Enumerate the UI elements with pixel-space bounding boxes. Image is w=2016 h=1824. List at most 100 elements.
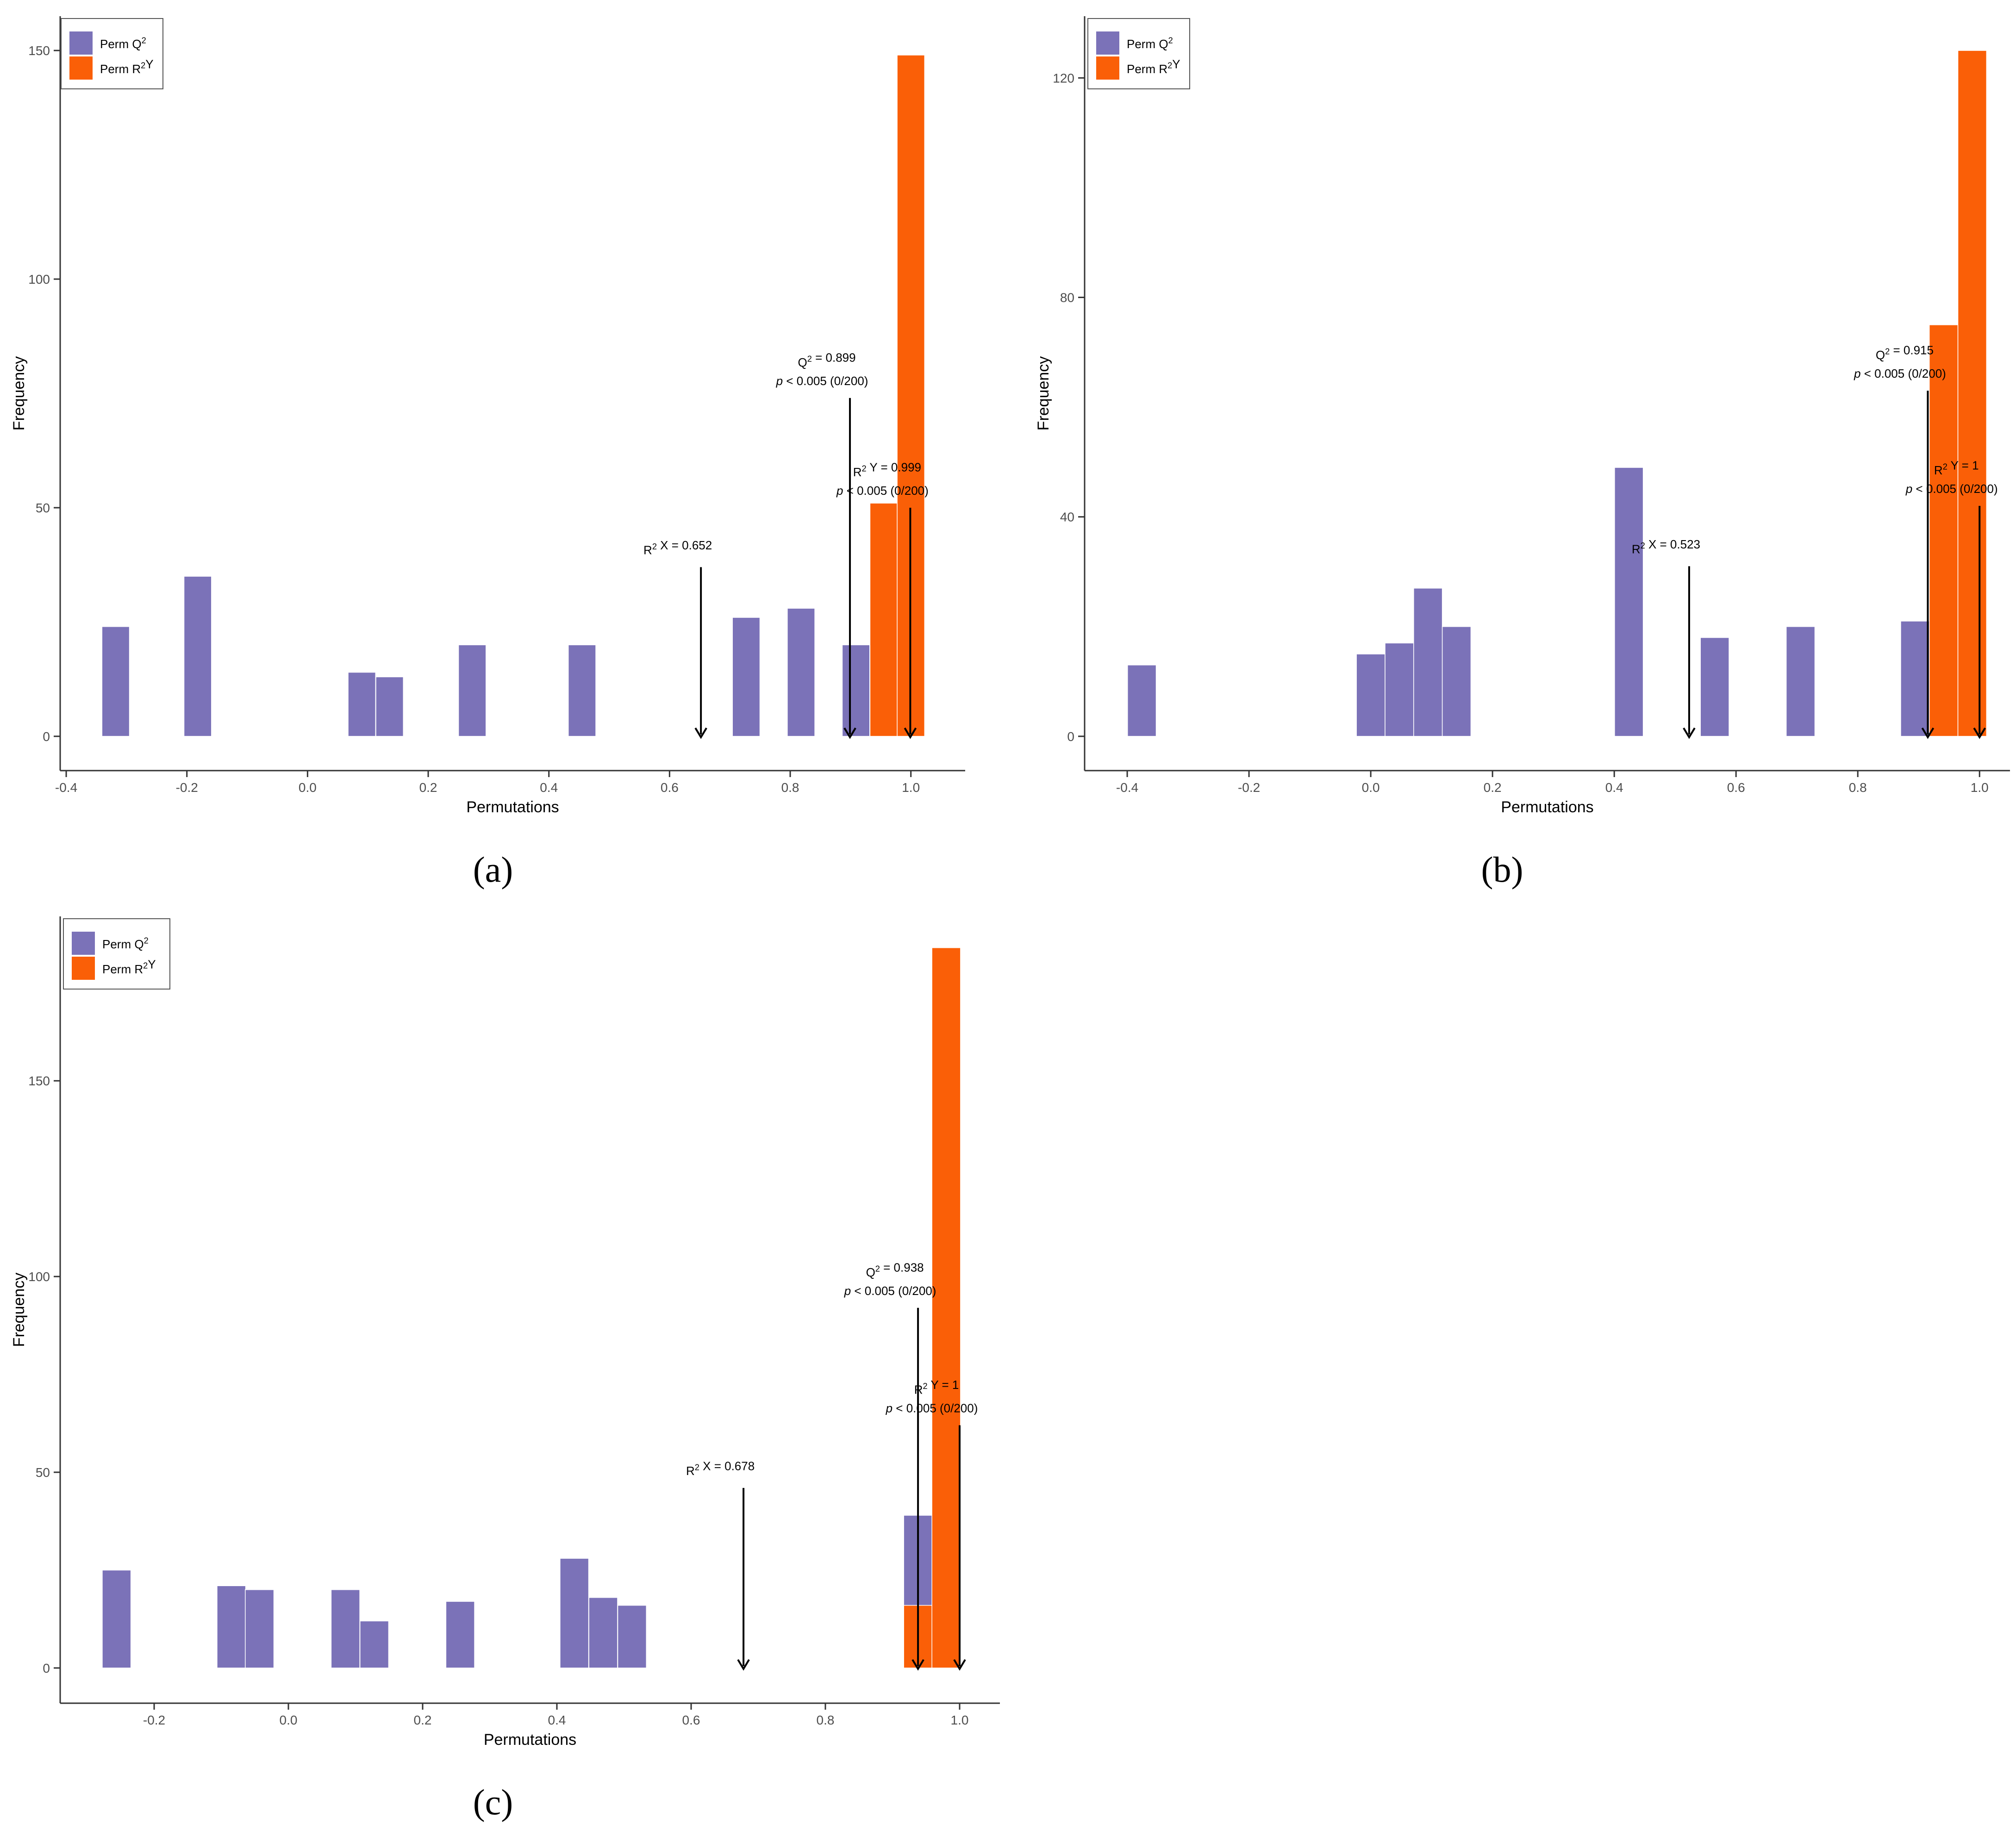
q2-bar	[359, 1620, 389, 1668]
legend: Perm Q2 Perm R2Y	[63, 918, 170, 990]
x-tick-label: 0.2	[414, 1713, 432, 1727]
q2-bar	[617, 1605, 647, 1668]
x-axis-title: Permutations	[484, 1731, 576, 1749]
x-tick-label: 0.4	[548, 1713, 566, 1727]
annotation-pvalue: p < 0.005 (0/200)	[1905, 482, 1998, 496]
r2y-bar	[931, 947, 961, 1668]
q2-bar	[458, 644, 487, 737]
x-tick-label: 0.4	[1605, 780, 1623, 795]
x-tick-label: 0.0	[280, 1713, 298, 1727]
annotation-arrowhead	[737, 1659, 750, 1671]
x-tick-label: 0.6	[661, 780, 679, 795]
x-tick-label: 0.2	[419, 780, 437, 795]
q2-bar	[1356, 654, 1386, 737]
legend-q2-label: Perm Q2	[102, 936, 149, 951]
r2y-bar	[1929, 324, 1959, 737]
legend-r2y-swatch	[69, 56, 93, 80]
x-tick-label: 0.0	[299, 780, 317, 795]
legend-r2y-swatch	[72, 957, 95, 980]
annotation-pvalue: p < 0.005 (0/200)	[886, 1401, 978, 1415]
x-tick-label: 1.0	[902, 780, 920, 795]
q2-bar	[1127, 665, 1157, 737]
q2-bar	[348, 672, 376, 737]
legend: Perm Q2 Perm R2Y	[61, 18, 163, 89]
y-tick-label: 50	[36, 501, 50, 515]
y-tick-label: 120	[1053, 71, 1074, 85]
legend-q2-label: Perm Q2	[1127, 36, 1173, 51]
y-tick-label: 100	[28, 272, 50, 286]
legend-q2-swatch	[72, 932, 95, 955]
legend-q2-swatch	[69, 31, 93, 55]
q2-bar	[102, 1569, 131, 1668]
q2-bar	[588, 1597, 618, 1668]
annotation-label: R2 Y = 1	[914, 1378, 959, 1396]
y-tick-label: 0	[43, 1661, 50, 1675]
x-tick-label: -0.4	[55, 780, 77, 795]
q2-bar	[217, 1585, 246, 1668]
q2-bar	[842, 644, 870, 737]
y-tick-label: 50	[36, 1465, 50, 1480]
annotation-label: R2 X = 0.678	[686, 1459, 755, 1477]
annotation-label: Q2 = 0.915	[1876, 343, 1934, 362]
legend: Perm Q2 Perm R2Y	[1087, 18, 1190, 89]
panel-label: (b)	[1481, 849, 1523, 890]
x-axis-title: Permutations	[466, 798, 559, 816]
x-tick-label: -0.2	[143, 1713, 165, 1727]
q2-bar	[1900, 621, 1930, 737]
q2-bar	[1700, 637, 1729, 737]
legend-r2y-label: Perm R2Y	[102, 958, 156, 976]
annotation-arrowhead	[694, 727, 707, 739]
r2y-bar	[869, 503, 898, 737]
x-tick-label: 1.0	[951, 1713, 969, 1727]
q2-bar	[245, 1589, 275, 1668]
q2-bar	[732, 617, 761, 737]
y-tick-label: 40	[1060, 510, 1074, 524]
q2-bar	[183, 576, 212, 737]
annotation-label: Q2 = 0.899	[798, 350, 856, 369]
legend-r2y-label: Perm R2Y	[1127, 57, 1180, 76]
q2-bar	[445, 1601, 475, 1668]
x-tick-label: 1.0	[1971, 780, 1989, 795]
q2-bar	[1442, 626, 1472, 737]
annotation-arrowhead	[904, 727, 917, 739]
legend-q2-swatch	[1096, 31, 1119, 55]
annotation-label: R2 Y = 0.999	[853, 461, 921, 479]
annotation-pvalue: p < 0.005 (0/200)	[844, 1284, 936, 1298]
chart-panel-b: -0.4 -0.2 0.0 0.2 0.4 0.6 0.8 1.0 0 40 80 120 Permut…	[1035, 16, 2010, 890]
annotation-label: R2 X = 0.652	[643, 538, 712, 557]
y-tick-label: 150	[28, 1074, 50, 1088]
annotation-label: Q2 = 0.938	[866, 1260, 924, 1279]
q2-bar	[375, 676, 404, 737]
x-tick-label: 0.4	[540, 780, 558, 795]
chart-panel-a: -0.4 -0.2 0.0 0.2 0.4 0.6 0.8 1.0 0 50 100 150 Permu…	[10, 16, 965, 890]
y-tick-label: 80	[1060, 291, 1074, 305]
x-tick-label: 0.8	[781, 780, 799, 795]
y-tick-label: 0	[1067, 729, 1074, 744]
x-tick-label: 0.8	[817, 1713, 835, 1727]
x-tick-label: -0.4	[1116, 780, 1138, 795]
y-axis-title: Frequency	[1035, 356, 1052, 431]
q2-bar	[1413, 588, 1443, 737]
x-axis-title: Permutations	[1501, 798, 1593, 816]
y-axis-title: Frequency	[10, 1273, 28, 1347]
x-tick-label: 0.6	[682, 1713, 700, 1727]
x-tick-label: 0.0	[1362, 780, 1380, 795]
annotation-arrowhead	[953, 1659, 966, 1671]
annotation-pvalue: p < 0.005 (0/200)	[836, 484, 929, 498]
y-tick-label: 150	[28, 44, 50, 58]
q2-bar	[1385, 642, 1414, 737]
q2-bar	[568, 644, 596, 737]
annotation-pvalue: p < 0.005 (0/200)	[776, 374, 868, 388]
x-tick-label: 0.6	[1727, 780, 1745, 795]
x-tick-label: -0.2	[176, 780, 198, 795]
legend-q2-label: Perm Q2	[100, 36, 146, 51]
q2-bar	[1785, 626, 1816, 737]
y-tick-label: 100	[28, 1270, 50, 1284]
q2-bar	[1614, 467, 1644, 737]
annotation-arrowhead	[843, 727, 856, 739]
q2-bar	[101, 626, 130, 737]
panel-label: (a)	[473, 849, 513, 890]
q2-bar	[331, 1589, 360, 1668]
q2-bar	[787, 608, 815, 737]
